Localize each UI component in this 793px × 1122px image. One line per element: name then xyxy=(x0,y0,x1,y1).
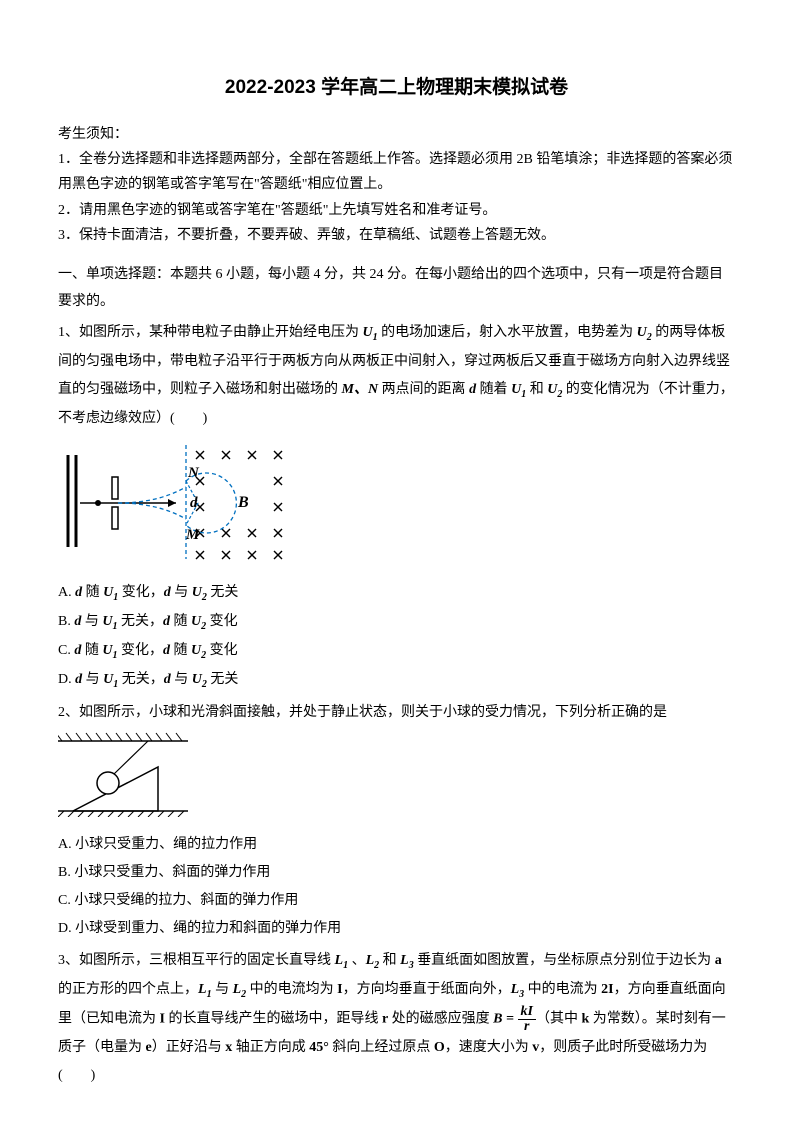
q1-U1b: U1 xyxy=(511,382,526,397)
q3-stem: 3、如图所示，三根相互平行的固定长直导线 L1 、L2 和 L3 垂直纸面如图放… xyxy=(58,947,735,1090)
instruction-item: 3．保持卡面清洁，不要折叠，不要弄破、弄皱，在草稿纸、试题卷上答题无效。 xyxy=(58,223,735,248)
q1-U1: U1 xyxy=(363,325,378,340)
q1-d: d xyxy=(469,382,476,397)
q1-text: 的电场加速后，射入水平放置，电势差为 xyxy=(378,325,637,340)
question-1: 1、如图所示，某种带电粒子由静止开始经电压为 U1 的电场加速后，射入水平放置，… xyxy=(58,319,735,694)
q2-option-D: D. 小球受到重力、绳的拉力和斜面的弹力作用 xyxy=(58,915,735,943)
instructions-block: 考生须知： 1．全卷分选择题和非选择题两部分，全部在答题纸上作答。选择题必须用 … xyxy=(58,122,735,248)
q1-U2: U2 xyxy=(637,325,652,340)
q1-diagram-svg: N d M B xyxy=(58,437,298,565)
q1-U2b: U2 xyxy=(547,382,562,397)
q1-text: 和 xyxy=(526,382,547,397)
q2-option-B: B. 小球只受重力、斜面的弹力作用 xyxy=(58,859,735,887)
q2-options: A. 小球只受重力、绳的拉力作用 B. 小球只受重力、斜面的弹力作用 C. 小球… xyxy=(58,831,735,943)
label-N: N xyxy=(187,465,200,481)
q1-option-A: A. d 随 U1 变化，d 与 U2 无关 xyxy=(58,579,735,608)
exam-title: 2022-2023 学年高二上物理期末模拟试卷 xyxy=(58,70,735,106)
instruction-item: 1．全卷分选择题和非选择题两部分，全部在答题纸上作答。选择题必须用 2B 铅笔填… xyxy=(58,147,735,197)
label-M: M xyxy=(185,527,200,543)
label-d: d xyxy=(190,495,198,511)
section-intro: 一、单项选择题：本题共 6 小题，每小题 4 分，共 24 分。在每小题给出的四… xyxy=(58,262,735,315)
q1-stem: 1、如图所示，某种带电粒子由静止开始经电压为 U1 的电场加速后，射入水平放置，… xyxy=(58,319,735,433)
question-2: 2、如图所示，小球和光滑斜面接触，并处于静止状态，则关于小球的受力情况，下列分析… xyxy=(58,699,735,944)
q1-MN: M、N xyxy=(342,382,379,397)
q2-diagram-svg xyxy=(58,731,188,817)
q2-figure xyxy=(58,731,735,828)
q2-stem: 2、如图所示，小球和光滑斜面接触，并处于静止状态，则关于小球的受力情况，下列分析… xyxy=(58,699,735,727)
label-B: B xyxy=(237,494,249,511)
q1-text: 两点间的距离 xyxy=(378,382,469,397)
instructions-heading: 考生须知： xyxy=(58,122,735,147)
question-3: 3、如图所示，三根相互平行的固定长直导线 L1 、L2 和 L3 垂直纸面如图放… xyxy=(58,947,735,1090)
q1-option-D: D. d 与 U1 无关，d 与 U2 无关 xyxy=(58,666,735,695)
q1-option-C: C. d 随 U1 变化，d 随 U2 变化 xyxy=(58,637,735,666)
q2-option-A: A. 小球只受重力、绳的拉力作用 xyxy=(58,831,735,859)
q1-text: 1、如图所示，某种带电粒子由静止开始经电压为 xyxy=(58,325,363,340)
q2-option-C: C. 小球只受绳的拉力、斜面的弹力作用 xyxy=(58,887,735,915)
instruction-item: 2．请用黑色字迹的钢笔或答字笔在"答题纸"上先填写姓名和准考证号。 xyxy=(58,198,735,223)
q1-options: A. d 随 U1 变化，d 与 U2 无关 B. d 与 U1 无关，d 随 … xyxy=(58,579,735,694)
q1-figure: N d M B xyxy=(58,437,735,576)
q1-option-B: B. d 与 U1 无关，d 随 U2 变化 xyxy=(58,608,735,637)
q1-text: 随着 xyxy=(476,382,511,397)
